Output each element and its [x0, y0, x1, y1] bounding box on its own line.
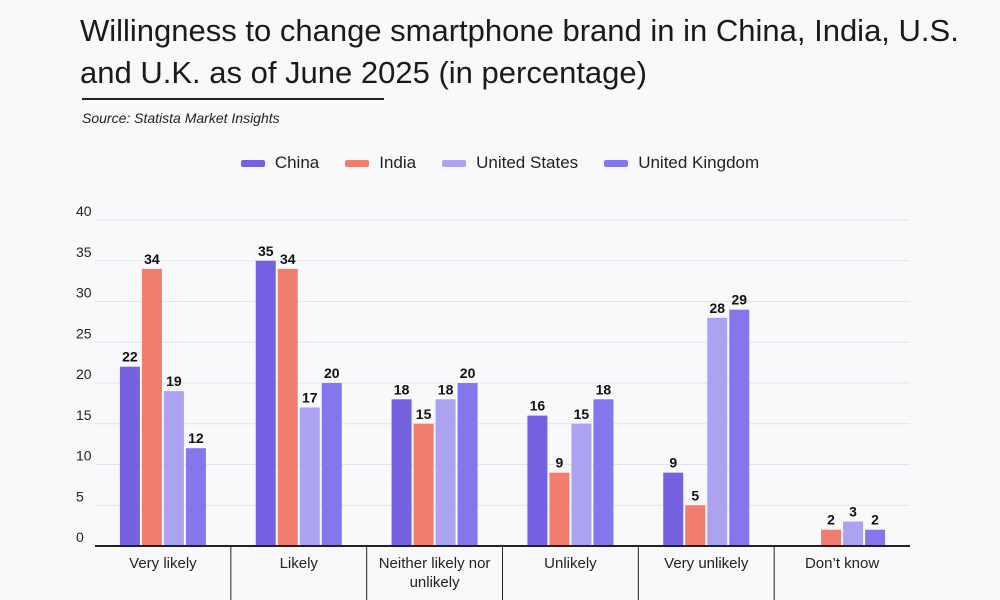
x-tick-label: Very likely: [129, 555, 197, 572]
bar: [457, 383, 478, 546]
bar: [865, 529, 886, 546]
data-label: 18: [596, 381, 612, 397]
bar: [413, 423, 434, 546]
data-label: 3: [849, 504, 857, 520]
bar: [163, 391, 184, 546]
data-label: 16: [530, 398, 546, 414]
title-divider: [82, 98, 384, 100]
data-label: 9: [556, 455, 564, 471]
y-tick-label: 15: [76, 407, 92, 423]
x-tick-label: unlikely: [410, 574, 461, 591]
x-tick-label: Don’t know: [805, 555, 879, 572]
legend-label: China: [274, 153, 320, 172]
legend-swatch: [240, 159, 265, 167]
y-tick-label: 20: [76, 366, 92, 382]
bar: [435, 399, 456, 546]
bar: [141, 268, 162, 546]
data-label: 29: [731, 292, 747, 308]
x-tick-label: Very unlikely: [664, 555, 749, 572]
bar: [707, 317, 728, 546]
bar: [729, 309, 750, 546]
bar: [663, 472, 684, 546]
data-label: 12: [188, 430, 204, 446]
data-label: 20: [324, 365, 340, 381]
legend-label: India: [379, 153, 417, 172]
bar: [119, 366, 140, 546]
data-label: 15: [416, 406, 432, 422]
chart-title: Willingness to change smartphone brand i…: [80, 13, 959, 90]
legend-swatch: [604, 159, 629, 167]
y-tick-label: 35: [76, 244, 92, 260]
x-tick-label: Likely: [280, 555, 319, 572]
data-label: 35: [258, 243, 274, 259]
chart-source: Source: Statista Market Insights: [82, 110, 280, 126]
x-tick-label: Neither likely nor: [379, 555, 491, 572]
y-tick-label: 10: [76, 448, 92, 464]
data-label: 34: [280, 251, 296, 267]
legend-item-united-kingdom: United Kingdom: [604, 153, 759, 173]
bar: [571, 423, 592, 546]
bar: [843, 521, 864, 546]
data-label: 15: [574, 406, 590, 422]
chart-legend: China India United States United Kingdom: [0, 153, 1000, 173]
bar: [255, 260, 276, 546]
y-tick-label: 25: [76, 325, 92, 341]
legend-item-united-states: United States: [442, 153, 578, 173]
data-label: 20: [460, 365, 476, 381]
legend-item-china: China: [240, 153, 320, 173]
data-label: 28: [709, 300, 725, 316]
bar: [685, 505, 706, 546]
data-label: 34: [144, 251, 160, 267]
y-tick-label: 30: [76, 285, 92, 301]
bar: [185, 448, 206, 546]
data-label: 22: [122, 349, 138, 365]
y-tick-label: 40: [76, 203, 92, 219]
data-label: 18: [394, 381, 410, 397]
bar: [299, 407, 320, 546]
y-tick-label: 5: [76, 488, 84, 504]
data-label: 2: [827, 512, 835, 528]
bar: [821, 529, 842, 546]
bar: [549, 472, 570, 546]
bar: [391, 399, 412, 546]
x-tick-label: Unlikely: [544, 555, 597, 572]
data-label: 9: [669, 455, 677, 471]
bar: [527, 415, 548, 546]
data-label: 19: [166, 373, 182, 389]
y-tick-label: 0: [76, 529, 84, 545]
data-label: 18: [438, 381, 454, 397]
data-label: 17: [302, 389, 318, 405]
bar: [321, 383, 342, 546]
bar: [277, 268, 298, 546]
bar: [593, 399, 614, 546]
data-label: 2: [871, 512, 879, 528]
legend-label: United States: [476, 153, 579, 172]
legend-item-india: India: [345, 153, 416, 173]
data-label: 5: [691, 487, 699, 503]
legend-label: United Kingdom: [638, 153, 760, 172]
legend-swatch: [442, 159, 467, 167]
legend-swatch: [345, 159, 370, 167]
